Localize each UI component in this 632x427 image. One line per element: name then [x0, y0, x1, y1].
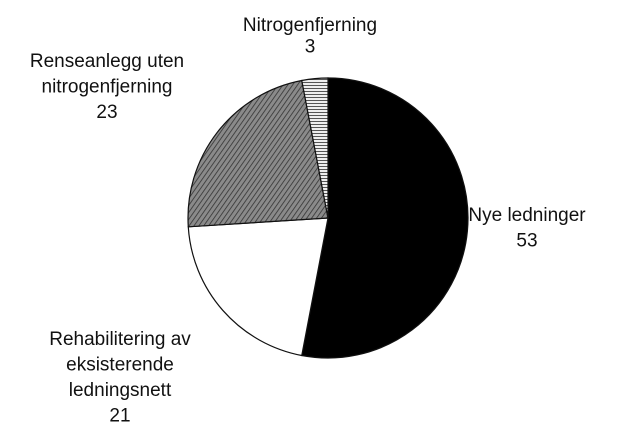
slice-value: 21 [109, 406, 130, 427]
slice-label: Renseanlegg uten nitrogenfjerning [30, 51, 184, 98]
slice-label: Rehabilitering av eksisterende ledningsnet… [49, 329, 191, 401]
pie-slice [301, 77, 329, 219]
pie-slice [187, 217, 329, 357]
slice-value: 53 [516, 231, 537, 252]
slice-label: Nye ledninger [468, 205, 586, 226]
slice-value: 3 [305, 37, 316, 58]
pie-slice [187, 79, 329, 228]
slice-value: 23 [96, 102, 117, 123]
slice-label: Nitrogenfjerning [243, 15, 377, 36]
pie-slice [301, 77, 469, 359]
